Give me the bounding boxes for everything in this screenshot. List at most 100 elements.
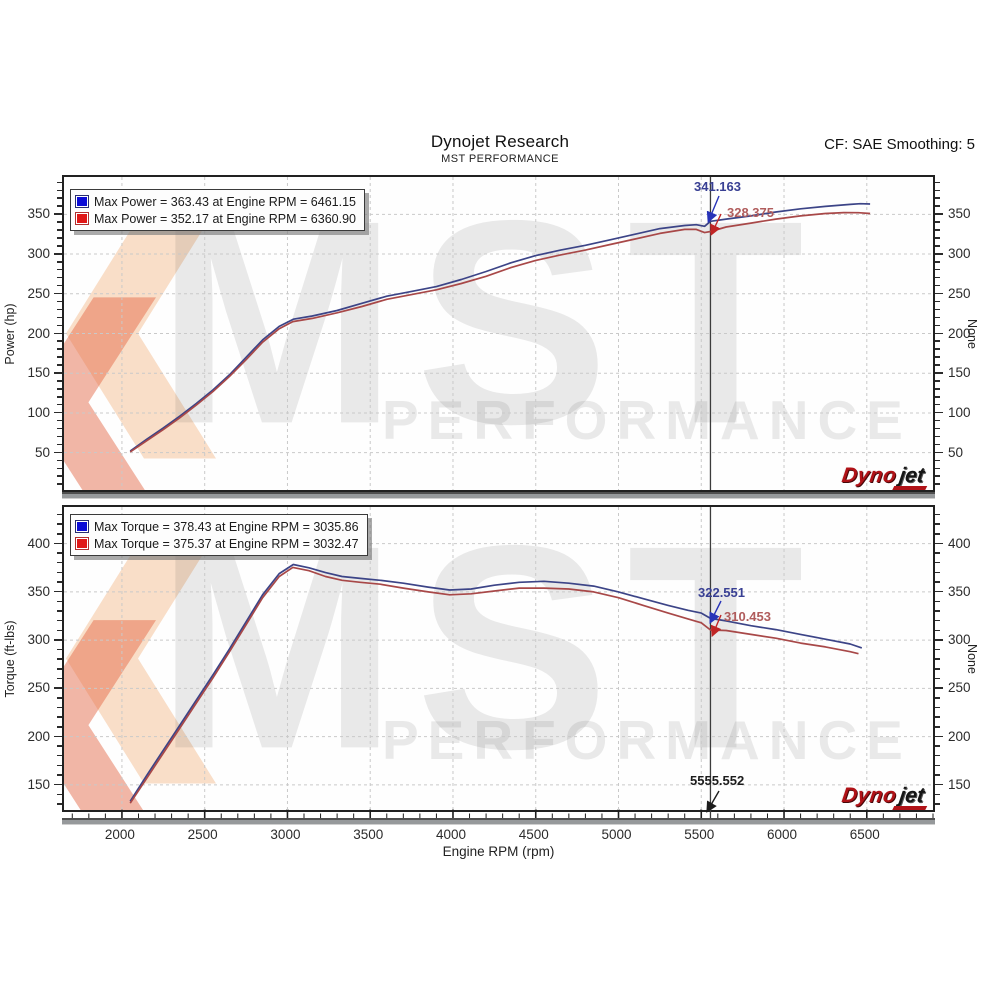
- legend-row: Max Torque = 375.37 at Engine RPM = 3032…: [76, 535, 359, 552]
- tick-mark: [57, 619, 62, 622]
- tick-mark: [935, 332, 943, 334]
- dynojet-logo-jet: jet: [895, 784, 929, 807]
- tick-mark: [57, 435, 62, 438]
- tick-mark: [57, 459, 62, 462]
- legend-row: Max Power = 363.43 at Engine RPM = 6461.…: [76, 193, 356, 210]
- page-title: Dynojet Research: [430, 132, 570, 151]
- tick-mark: [57, 774, 62, 776]
- legend-label: Max Torque = 378.43 at Engine RPM = 3035…: [94, 519, 359, 534]
- correction-factor-label: CF: SAE Smoothing: 5: [824, 136, 975, 153]
- tick-mark: [935, 372, 943, 374]
- tick-mark: [935, 324, 940, 327]
- tick-mark: [54, 253, 62, 255]
- tick-mark: [935, 300, 940, 303]
- tick-mark: [935, 783, 943, 786]
- cursor-value-red: 310.453: [724, 609, 771, 624]
- tick-mark: [57, 308, 62, 311]
- tick-mark: [935, 610, 940, 612]
- torque-legend: Max Torque = 378.43 at Engine RPM = 3035…: [70, 514, 368, 556]
- tick-mark: [57, 380, 62, 382]
- tick-label: 250: [948, 285, 971, 301]
- tick-mark: [57, 237, 62, 239]
- tick-mark: [935, 552, 940, 554]
- tick-mark: [57, 648, 62, 651]
- tick-mark: [935, 443, 940, 446]
- annotation-arrow-icon: [710, 614, 722, 638]
- tick-mark: [57, 697, 62, 699]
- tick-label: 200: [27, 728, 50, 744]
- legend-row: Max Torque = 378.43 at Engine RPM = 3035…: [76, 518, 359, 535]
- tick-mark: [57, 443, 62, 446]
- tick-label: 150: [27, 776, 50, 792]
- tick-mark: [57, 181, 62, 184]
- tick-mark: [935, 380, 940, 382]
- torque-chart-plot: MST PERFORMANCE Max Torque = 378.43 at E…: [62, 505, 935, 812]
- power-legend: Max Power = 363.43 at Engine RPM = 6461.…: [70, 189, 365, 231]
- tick-mark: [57, 276, 62, 279]
- tick-label: 2500: [187, 827, 218, 842]
- tick-mark: [57, 658, 62, 660]
- tick-label: 2000: [104, 827, 135, 842]
- tick-mark: [57, 754, 62, 757]
- tick-mark: [57, 396, 62, 398]
- tick-mark: [57, 745, 62, 747]
- dynojet-logo: Dynojet: [840, 784, 929, 807]
- tick-mark: [935, 561, 940, 564]
- tick-mark: [935, 237, 940, 239]
- tick-mark: [54, 213, 62, 215]
- tick-mark: [935, 189, 940, 191]
- tick-mark: [57, 483, 62, 485]
- tick-mark: [57, 803, 62, 805]
- tick-mark: [935, 629, 940, 632]
- tick-label: 5500: [684, 827, 715, 842]
- tick-mark: [57, 388, 62, 390]
- tick-mark: [935, 513, 940, 516]
- tick-mark: [57, 600, 62, 603]
- tick-label: 100: [27, 404, 50, 420]
- torque-right-axis: None 150 200 250 300 350 400: [935, 505, 1000, 812]
- tick-mark: [57, 793, 62, 796]
- tick-mark: [935, 229, 940, 231]
- tick-mark: [935, 697, 940, 699]
- tick-label: 3000: [270, 827, 301, 842]
- tick-mark: [935, 245, 940, 247]
- power-axis-title: Power (hp): [3, 302, 17, 365]
- tick-mark: [935, 276, 940, 279]
- tick-mark: [57, 316, 62, 319]
- legend-label: Max Power = 363.43 at Engine RPM = 6461.…: [94, 194, 356, 209]
- tick-mark: [935, 793, 940, 796]
- tick-mark: [935, 308, 940, 311]
- tick-mark: [935, 648, 940, 651]
- tick-mark: [935, 754, 940, 757]
- tick-mark: [54, 542, 62, 545]
- tick-label: 300: [948, 246, 971, 262]
- cursor-value-blue: 322.551: [698, 585, 745, 600]
- dynojet-logo-dyno: Dyno: [840, 784, 899, 807]
- annotation-arrow-icon: [710, 213, 722, 237]
- tick-mark: [935, 542, 943, 545]
- tick-mark: [935, 340, 940, 342]
- tick-mark: [54, 372, 62, 374]
- tick-mark: [935, 600, 940, 603]
- tick-label: 6500: [849, 827, 880, 842]
- page-subtitle: MST PERFORMANCE: [441, 153, 559, 165]
- tick-mark: [935, 668, 940, 670]
- tick-mark: [935, 451, 943, 454]
- tick-mark: [935, 253, 943, 255]
- tick-label: 350: [27, 583, 50, 599]
- tick-mark: [57, 668, 62, 670]
- tick-mark: [935, 764, 940, 767]
- tick-mark: [57, 403, 62, 406]
- tick-mark: [57, 245, 62, 247]
- tick-mark: [935, 687, 943, 689]
- tick-mark: [935, 292, 943, 295]
- tick-label: 400: [27, 535, 50, 551]
- power-xaxis-bar: [62, 492, 935, 499]
- tick-mark: [57, 764, 62, 767]
- tick-mark: [935, 483, 940, 485]
- tick-label: 4000: [435, 827, 466, 842]
- tick-mark: [935, 590, 943, 593]
- tick-mark: [935, 348, 940, 350]
- tick-mark: [57, 419, 62, 422]
- tick-label: 200: [27, 325, 50, 341]
